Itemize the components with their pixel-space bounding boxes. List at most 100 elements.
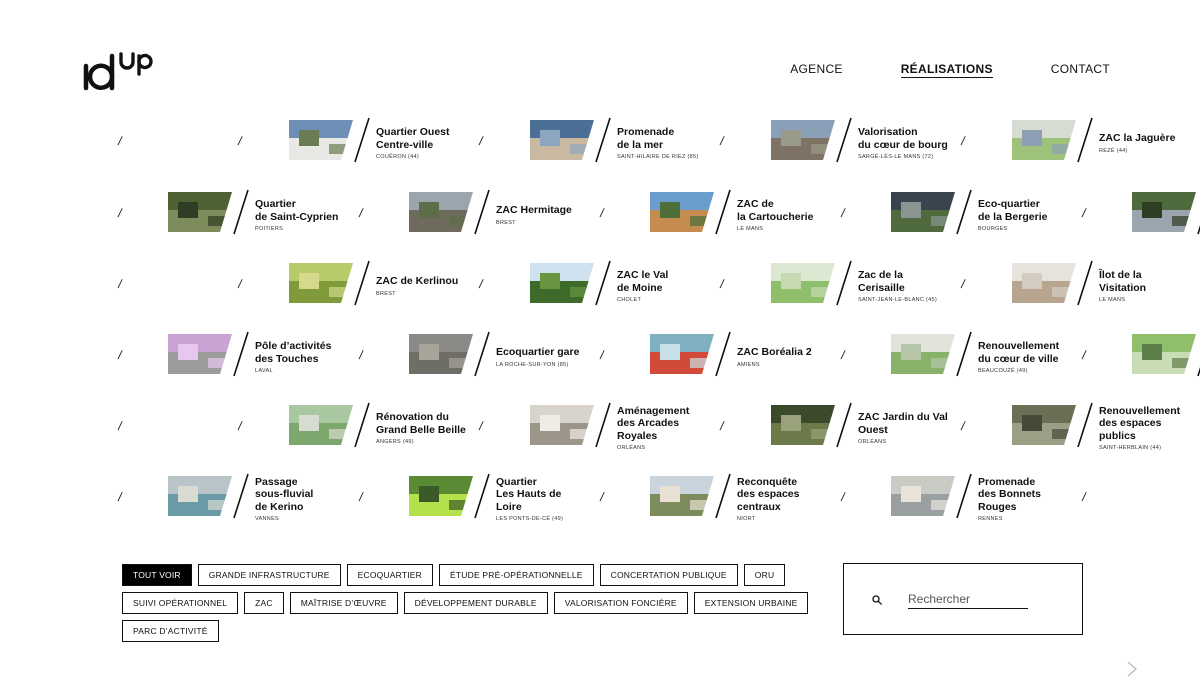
diagonal-divider [956, 473, 972, 519]
filter-zac[interactable]: ZAC [244, 592, 284, 614]
project-title: ZAC Jardin du Val Ouest [858, 411, 948, 436]
project-title: Valorisation du cœur de bourg [858, 126, 948, 151]
project-thumbnail [1012, 263, 1088, 303]
project-title: ZAC de la Cartoucherie [737, 198, 814, 223]
search-icon[interactable] [872, 595, 882, 605]
project-thumbnail [891, 192, 967, 232]
project-thumbnail [168, 476, 244, 516]
slash-separator: / [116, 277, 124, 291]
project-title: Reconquête des espaces centraux [737, 475, 800, 513]
project-thumbnail [1132, 334, 1200, 374]
project-text: ZAC Boréalia 2 AMIENS [737, 334, 857, 380]
project-location: POITIERS [255, 226, 284, 232]
filter-etude-pre-operationnelle[interactable]: ÉTUDE PRÉ-OPÉRATIONNELLE [439, 564, 594, 586]
idup-logo[interactable] [82, 48, 158, 92]
project-text: Passage sous-fluvial de Kerino VANNES [255, 476, 375, 523]
project-title: ZAC Boréalia 2 [737, 346, 812, 359]
project-text: Renouvellement des espaces publics SAINT-… [1099, 404, 1200, 452]
nav-realisations[interactable]: RÉALISATIONS [900, 62, 993, 78]
project-location: LAVAL [255, 368, 273, 374]
filter-tout-voir[interactable]: TOUT VOIR [122, 564, 192, 586]
project-title: ZAC Hermitage [496, 204, 572, 217]
slash-separator: / [236, 419, 244, 433]
diagonal-divider [233, 473, 249, 519]
chevron-right-icon[interactable] [1126, 660, 1138, 678]
filter-valorisation-fonciere[interactable]: VALORISATION FONCIÈRE [553, 592, 688, 614]
diagonal-divider [836, 260, 852, 306]
search-input[interactable] [908, 590, 1028, 609]
project-title: Pôle d’activités des Touches [255, 340, 332, 365]
project-thumbnail [1132, 192, 1200, 232]
diagonal-divider [1077, 260, 1093, 306]
filter-developpement-durable[interactable]: DÉVELOPPEMENT DURABLE [403, 592, 548, 614]
project-text: ZAC la Jaguère REZÉ (44) [1099, 120, 1200, 166]
project-location: AMIENS [737, 361, 760, 368]
project-text: Promenade des Bonnets Rouges RENNES [978, 476, 1098, 523]
filter-ecoquartier[interactable]: ECOQUARTIER [346, 564, 434, 586]
search-box [843, 563, 1083, 635]
project-location: CHOLET [617, 297, 642, 303]
project-title: Renouvellement du cœur de ville [978, 340, 1060, 365]
project-title: Zac de la Cerisaille [858, 269, 905, 294]
project-thumbnail [289, 405, 365, 445]
project-location: ORLÉANS [858, 439, 887, 445]
project-text: Pôle d’activités des Touches LAVAL [255, 334, 375, 380]
diagonal-divider [595, 260, 611, 306]
project-title: Renouvellement des espaces publics [1099, 404, 1181, 442]
project-title: Eco-quartier de la Bergerie [978, 198, 1048, 223]
filter-maitrise-d-oeuvre[interactable]: MAÎTRISE D’ŒUVRE [289, 592, 398, 614]
project-text: Eco-quartier de la Bergerie BOURGES [978, 192, 1098, 238]
filter-parc-d-activite[interactable]: PARC D’ACTIVITÉ [122, 620, 219, 642]
project-location: LES PONTS-DE-CÉ (49) [496, 516, 564, 523]
project-location: LE MANS [737, 226, 764, 232]
project-title: Îlot de la Visitation [1099, 269, 1147, 294]
project-location: COUËRON (44) [376, 154, 420, 160]
project-title: Rénovation du Grand Belle Beille [376, 411, 466, 436]
slash-separator: / [236, 134, 244, 148]
project-location: SAINT-HERBLAIN (44) [1099, 445, 1162, 452]
project-text: Zac de la Cerisaille SAINT-JEAN-LE-BLANC … [858, 263, 978, 309]
project-location: VANNES [255, 516, 280, 523]
project-location: LE MANS [1099, 297, 1126, 303]
filter-row: SUIVI OPÉRATIONNEL ZAC MAÎTRISE D’ŒUVRE … [122, 592, 809, 614]
category-filters: TOUT VOIR GRANDE INFRASTRUCTURE ECOQUART… [122, 564, 809, 648]
diagonal-divider [595, 117, 611, 163]
diagonal-divider [474, 473, 490, 519]
project-location: ANGERS (49) [376, 439, 414, 445]
slash-separator: / [116, 348, 124, 362]
project-location: ORLÉANS [617, 445, 646, 452]
project-thumbnail [771, 263, 847, 303]
nav-agence[interactable]: AGENCE [790, 62, 843, 76]
project-location: NIORT [737, 516, 756, 523]
project-thumbnail [650, 334, 726, 374]
project-title: Aménagement des Arcades Royales [617, 404, 690, 442]
project-location: LA ROCHE-SUR-YON (85) [496, 361, 569, 368]
project-thumbnail [891, 334, 967, 374]
filter-grande-infrastructure[interactable]: GRANDE INFRASTRUCTURE [197, 564, 341, 586]
filter-oru[interactable]: ORU [743, 564, 786, 586]
project-title: Promenade de la mer [617, 126, 675, 151]
project-thumbnail [168, 192, 244, 232]
project-text: ZAC Jardin du Val Ouest ORLÉANS [858, 405, 978, 451]
filter-suivi-operationnel[interactable]: SUIVI OPÉRATIONNEL [122, 592, 239, 614]
diagonal-divider [233, 189, 249, 235]
project-text: ZAC le Val de Moine CHOLET [617, 263, 737, 309]
diagonal-divider [354, 402, 370, 448]
project-location: SAINT-JEAN-LE-BLANC (45) [858, 297, 938, 303]
filter-row: TOUT VOIR GRANDE INFRASTRUCTURE ECOQUART… [122, 564, 786, 586]
project-text: ZAC Hermitage BREST [496, 192, 616, 238]
project-text: Quartier de Saint-Cyprien POITIERS [255, 192, 375, 238]
project-title: Quartier de Saint-Cyprien [255, 198, 339, 223]
project-location: BREST [496, 219, 516, 226]
filter-extension-urbaine[interactable]: EXTENSION URBAINE [693, 592, 809, 614]
diagonal-divider [715, 473, 731, 519]
nav-contact[interactable]: CONTACT [1050, 62, 1110, 76]
project-text: Quartier Les Hauts de Loire LES PONTS-DE-… [496, 476, 616, 523]
project-text: Quartier Ouest Centre-ville COUËRON (44) [376, 120, 496, 166]
filter-concertation-publique[interactable]: CONCERTATION PUBLIQUE [599, 564, 738, 586]
project-location: RENNES [978, 516, 1003, 523]
project-location: SARGÉ-LÈS-LE MANS (72) [858, 154, 934, 160]
project-text: Promenade de la mer SAINT-HILAIRE DE RIEZ… [617, 120, 737, 166]
diagonal-divider [233, 331, 249, 377]
project-text: Îlot de la Visitation LE MANS [1099, 263, 1200, 309]
